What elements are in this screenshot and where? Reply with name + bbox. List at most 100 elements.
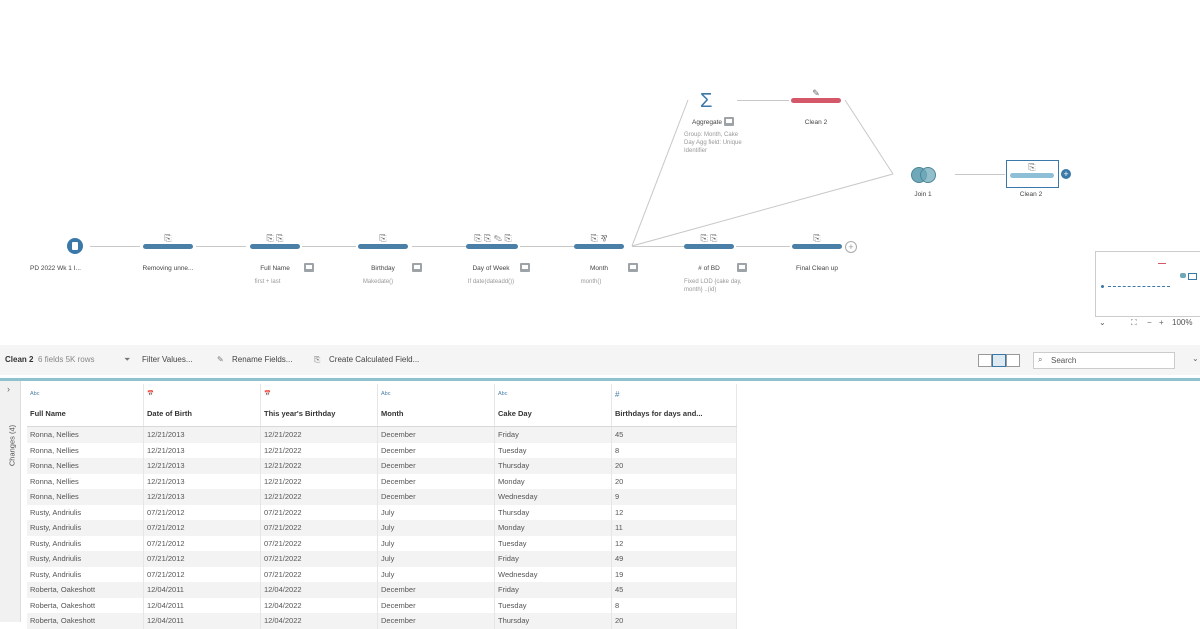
table-cell[interactable]: 12/21/2022 [260, 442, 378, 458]
table-cell[interactable]: 20 [611, 473, 737, 489]
input-step-node[interactable] [67, 238, 83, 254]
table-cell[interactable]: 07/21/2012 [143, 551, 261, 567]
table-cell[interactable]: 12/21/2022 [260, 489, 378, 505]
table-row[interactable]: Roberta, Oakeshott 12/04/2011 12/04/2022 De… [27, 613, 737, 629]
table-cell[interactable]: Roberta, Oakeshott [27, 597, 144, 613]
search-field[interactable]: ⌕ Search [1033, 352, 1175, 369]
table-cell[interactable]: 12/04/2011 [143, 613, 261, 629]
table-cell[interactable]: 12/04/2022 [260, 597, 378, 613]
table-cell[interactable]: 8 [611, 442, 737, 458]
annotation-icon[interactable] [304, 263, 314, 272]
table-cell[interactable]: 07/21/2012 [143, 566, 261, 582]
table-cell[interactable]: Friday [494, 551, 612, 567]
table-cell[interactable]: 12/21/2022 [260, 473, 378, 489]
table-row[interactable]: Rusty, Andriulis 07/21/2012 07/21/2022 July… [27, 520, 737, 536]
table-cell[interactable]: 07/21/2022 [260, 566, 378, 582]
clean-step-full-name[interactable] [250, 244, 300, 249]
table-cell[interactable]: 12/04/2022 [260, 582, 378, 598]
flow-minimap[interactable] [1095, 251, 1200, 317]
clean-step-day-of-week[interactable] [466, 244, 518, 249]
collapse-chevron-icon[interactable]: ⌄ [1099, 318, 1106, 327]
clean-step-num-bd[interactable] [684, 244, 734, 249]
table-cell[interactable]: 12/21/2022 [260, 458, 378, 474]
table-row[interactable]: Rusty, Andriulis 07/21/2012 07/21/2022 July… [27, 551, 737, 567]
table-cell[interactable]: 12 [611, 535, 737, 551]
table-cell[interactable]: December [377, 442, 495, 458]
table-cell[interactable]: Rusty, Andriulis [27, 504, 144, 520]
table-cell[interactable]: Monday [494, 473, 612, 489]
table-cell[interactable]: 07/21/2012 [143, 535, 261, 551]
add-step-icon[interactable]: + [845, 241, 857, 253]
column-header[interactable]: Date of Birth [143, 400, 261, 427]
table-row[interactable]: Ronna, Nellies 12/21/2013 12/21/2022 Decemb… [27, 489, 737, 505]
table-cell[interactable]: 45 [611, 426, 737, 443]
table-cell[interactable]: December [377, 458, 495, 474]
table-cell[interactable]: 07/21/2022 [260, 535, 378, 551]
table-cell[interactable]: 19 [611, 566, 737, 582]
table-cell[interactable]: Thursday [494, 504, 612, 520]
annotation-icon[interactable] [737, 263, 747, 272]
zoom-in-button[interactable]: + [1159, 318, 1164, 327]
table-cell[interactable]: Tuesday [494, 597, 612, 613]
table-cell[interactable]: December [377, 489, 495, 505]
fit-icon[interactable]: ⛶ [1131, 318, 1137, 327]
table-cell[interactable]: 11 [611, 520, 737, 536]
table-cell[interactable]: Rusty, Andriulis [27, 566, 144, 582]
table-cell[interactable]: 12/21/2013 [143, 489, 261, 505]
annotation-icon[interactable] [412, 263, 422, 272]
clean-step-month[interactable] [574, 244, 624, 249]
table-cell[interactable]: 9 [611, 489, 737, 505]
table-cell[interactable]: Tuesday [494, 535, 612, 551]
view-grid-icon[interactable] [992, 354, 1006, 367]
table-cell[interactable]: Ronna, Nellies [27, 473, 144, 489]
table-cell[interactable]: 12/04/2011 [143, 582, 261, 598]
table-cell[interactable]: 07/21/2012 [143, 504, 261, 520]
table-cell[interactable]: Monday [494, 520, 612, 536]
sigma-icon[interactable]: Σ [700, 90, 713, 112]
table-cell[interactable]: 07/21/2022 [260, 520, 378, 536]
table-cell[interactable]: 12/21/2013 [143, 442, 261, 458]
annotation-icon[interactable] [724, 117, 734, 126]
annotation-icon[interactable] [628, 263, 638, 272]
table-cell[interactable]: Friday [494, 426, 612, 443]
clean-step-removing[interactable] [143, 244, 193, 249]
table-cell[interactable]: July [377, 520, 495, 536]
table-cell[interactable]: Thursday [494, 458, 612, 474]
table-cell[interactable]: Rusty, Andriulis [27, 535, 144, 551]
table-cell[interactable]: July [377, 551, 495, 567]
table-cell[interactable]: Ronna, Nellies [27, 426, 144, 443]
table-row[interactable]: Roberta, Oakeshott 12/04/2011 12/04/2022 De… [27, 582, 737, 598]
table-row[interactable]: Rusty, Andriulis 07/21/2012 07/21/2022 July… [27, 566, 737, 582]
clean-step-clean2-top[interactable] [791, 98, 841, 103]
table-cell[interactable]: Roberta, Oakeshott [27, 613, 144, 629]
column-header[interactable]: Cake Day [494, 400, 612, 427]
table-cell[interactable]: Rusty, Andriulis [27, 520, 144, 536]
table-cell[interactable]: Ronna, Nellies [27, 489, 144, 505]
table-cell[interactable]: Friday [494, 582, 612, 598]
column-header[interactable]: Month [377, 400, 495, 427]
table-cell[interactable]: Roberta, Oakeshott [27, 582, 144, 598]
table-cell[interactable]: 45 [611, 582, 737, 598]
table-cell[interactable]: 12/21/2022 [260, 426, 378, 443]
table-row[interactable]: Rusty, Andriulis 07/21/2012 07/21/2022 July… [27, 504, 737, 520]
column-header[interactable]: This year's Birthday [260, 400, 378, 427]
table-row[interactable]: Roberta, Oakeshott 12/04/2011 12/04/2022 De… [27, 597, 737, 613]
table-cell[interactable]: 12/21/2013 [143, 426, 261, 443]
clean-step-final[interactable] [792, 244, 842, 249]
table-row[interactable]: Ronna, Nellies 12/21/2013 12/21/2022 Decemb… [27, 442, 737, 458]
table-cell[interactable]: Ronna, Nellies [27, 458, 144, 474]
annotation-icon[interactable] [520, 263, 530, 272]
table-cell[interactable]: 20 [611, 613, 737, 629]
table-cell[interactable]: 12/04/2011 [143, 597, 261, 613]
changes-sidebar[interactable]: › Changes (4) [0, 381, 21, 622]
table-cell[interactable]: Tuesday [494, 442, 612, 458]
table-cell[interactable]: 12/21/2013 [143, 458, 261, 474]
create-calculated-field-button[interactable]: Create Calculated Field... [329, 355, 420, 364]
table-cell[interactable]: Wednesday [494, 566, 612, 582]
view-profile-icon[interactable] [978, 354, 992, 367]
table-row[interactable]: Ronna, Nellies 12/21/2013 12/21/2022 Decemb… [27, 473, 737, 489]
table-cell[interactable]: 49 [611, 551, 737, 567]
table-row[interactable]: Rusty, Andriulis 07/21/2012 07/21/2022 July… [27, 535, 737, 551]
table-cell[interactable]: Wednesday [494, 489, 612, 505]
clean-step-clean2-selected[interactable]: ⎘ [1006, 160, 1059, 188]
